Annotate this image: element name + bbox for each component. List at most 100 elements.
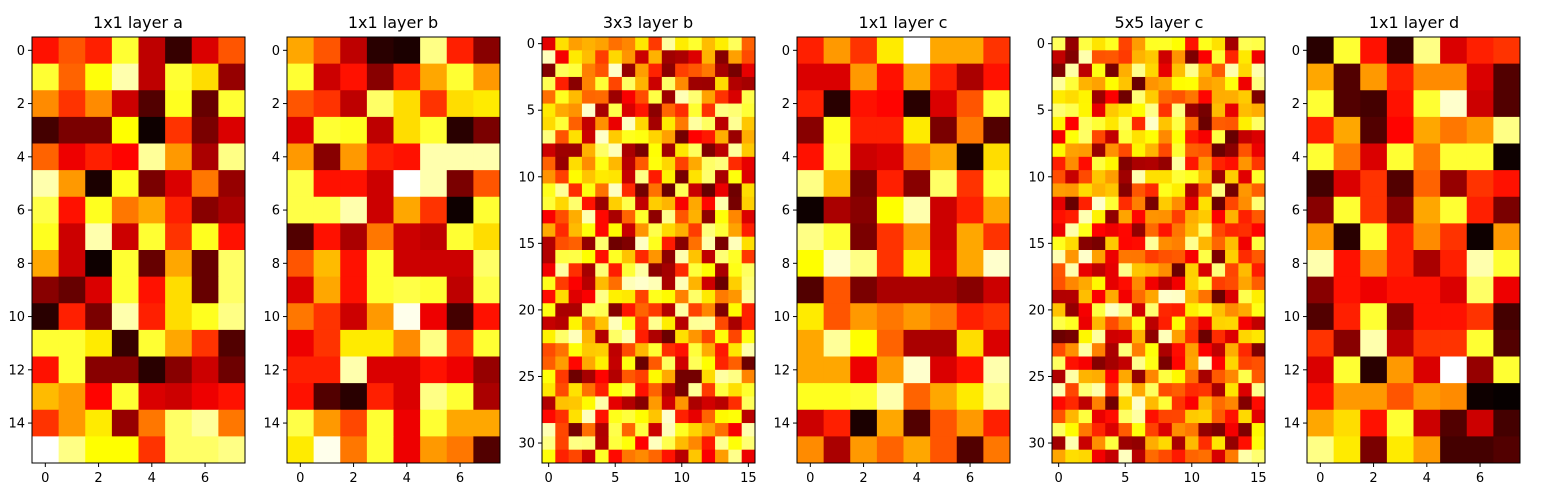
- heatmap-cell: [621, 396, 636, 411]
- heatmap-cell: [473, 383, 501, 411]
- heatmap-cell: [1413, 383, 1441, 411]
- heatmap-cell: [930, 37, 958, 65]
- heatmap-cell: [675, 343, 689, 357]
- heatmap-cell: [1211, 143, 1226, 158]
- heatmap-cell: [542, 329, 556, 344]
- heatmap-cell: [823, 356, 851, 384]
- x-tick-label: 2: [94, 471, 102, 486]
- heatmap-cell: [581, 303, 596, 317]
- heatmap-cell: [701, 383, 716, 397]
- heatmap-cell: [1251, 436, 1266, 451]
- heatmap-cell: [1105, 289, 1119, 304]
- heatmap-cell: [138, 329, 166, 357]
- heatmap-cell: [1171, 409, 1186, 424]
- heatmap-cell: [1052, 156, 1066, 171]
- heatmap-cell: [595, 63, 609, 78]
- heatmap-cell: [58, 116, 86, 144]
- heatmap-cell: [1145, 236, 1159, 251]
- heatmap-cell: [635, 263, 649, 278]
- heatmap-cell: [1198, 289, 1213, 304]
- y-tick-label: 8: [272, 257, 280, 272]
- heatmap-cell: [903, 383, 931, 411]
- heatmap-cell: [1413, 250, 1441, 278]
- heatmap-cell: [661, 76, 676, 91]
- y-tick-label: 15: [1028, 237, 1045, 252]
- heatmap-cell: [1211, 183, 1226, 198]
- heatmap-cell: [701, 369, 716, 384]
- heatmap-cell: [1198, 316, 1213, 331]
- heatmap-cell: [1052, 396, 1066, 411]
- heatmap-cell: [340, 250, 368, 278]
- heatmap-cell: [595, 276, 609, 291]
- heatmap-cell: [1360, 276, 1388, 304]
- heatmap-cell: [728, 183, 743, 198]
- heatmap-cell: [1198, 409, 1213, 424]
- heatmap-cell: [688, 76, 703, 91]
- heatmap-cell: [581, 409, 596, 424]
- heatmap-cell: [568, 409, 583, 424]
- heatmap-cell: [1145, 369, 1159, 384]
- heatmap-cell: [1065, 449, 1080, 464]
- heatmap-cell: [340, 90, 368, 118]
- heatmap-cell: [715, 250, 729, 264]
- heatmap-cell: [1466, 250, 1494, 278]
- heatmap-cell: [1198, 156, 1213, 171]
- heatmap-cell: [701, 303, 716, 317]
- heatmap-cell: [1307, 303, 1335, 331]
- heatmap-cell: [621, 143, 636, 158]
- heatmap-cell: [1052, 130, 1066, 144]
- heatmap-cell: [1251, 37, 1266, 51]
- heatmap-cell: [393, 143, 421, 171]
- heatmap-cell: [1211, 369, 1226, 384]
- heatmap-cell: [111, 90, 139, 118]
- heatmap-cell: [1493, 116, 1521, 144]
- y-tick-label: 2: [272, 97, 280, 112]
- heatmap-cell: [1052, 116, 1066, 131]
- heatmap-cell: [797, 250, 825, 278]
- heatmap-cell: [728, 383, 743, 397]
- heatmap-cell: [621, 303, 636, 317]
- heatmap-cell: [621, 116, 636, 131]
- y-tick-label: 30: [518, 437, 535, 452]
- heatmap-cell: [568, 130, 583, 144]
- heatmap-cell: [58, 409, 86, 437]
- heatmap-cell: [1225, 223, 1239, 238]
- heatmap-cell: [1158, 369, 1173, 384]
- heatmap-cell: [1078, 263, 1093, 278]
- heatmap-cell: [688, 37, 703, 51]
- heatmap-cell: [635, 116, 649, 131]
- plot-frame: [541, 36, 756, 464]
- heatmap-cell: [1493, 329, 1521, 357]
- heatmap-cell: [1118, 37, 1133, 51]
- heatmap-cell: [1091, 50, 1106, 65]
- heatmap-cell: [165, 303, 193, 331]
- heatmap-cell: [1307, 383, 1335, 411]
- heatmap-cell: [287, 250, 315, 278]
- heatmap-cell: [1131, 196, 1146, 211]
- heatmap-cell: [542, 183, 556, 198]
- heatmap-cell: [1238, 250, 1253, 264]
- heatmap-cell: [823, 90, 851, 118]
- heatmap-cell: [1238, 210, 1253, 224]
- heatmap-cell: [1386, 356, 1414, 384]
- heatmap-cell: [1091, 396, 1106, 411]
- heatmap-cell: [1065, 356, 1080, 371]
- heatmap-cell: [542, 196, 556, 211]
- heatmap-cell: [1078, 210, 1093, 224]
- heatmap-cell: [741, 170, 756, 184]
- heatmap-cell: [1185, 303, 1199, 317]
- heatmap-cell: [366, 383, 394, 411]
- heatmap-cell: [1105, 116, 1119, 131]
- heatmap-cell: [1493, 223, 1521, 251]
- heatmap-cell: [930, 90, 958, 118]
- x-tick-label: 4: [913, 471, 921, 486]
- heatmap-cell: [608, 289, 623, 304]
- y-tick-label: 20: [1028, 303, 1045, 318]
- heatmap-cell: [1251, 289, 1266, 304]
- heatmap-cell: [1091, 449, 1106, 464]
- heatmap-cell: [1131, 130, 1146, 144]
- heatmap-cell: [741, 76, 756, 91]
- heatmap-cell: [741, 276, 756, 291]
- heatmap-cell: [1466, 116, 1494, 144]
- heatmap-cell: [1145, 156, 1159, 171]
